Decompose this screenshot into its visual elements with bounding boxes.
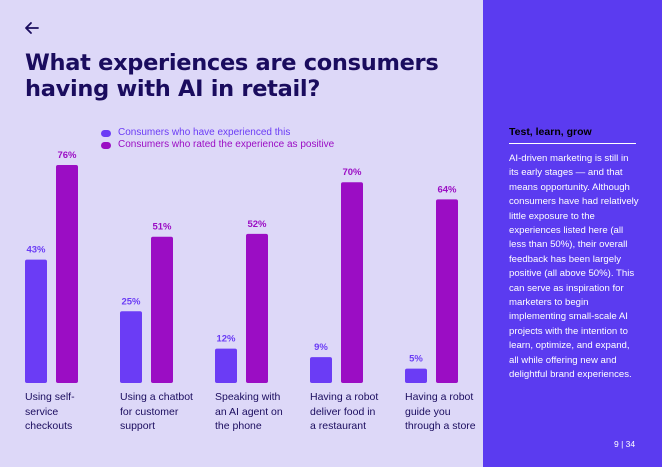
bar-experienced [310, 357, 332, 383]
page-title: What experiences are consumers having wi… [25, 50, 439, 102]
category-label-line: for customer [120, 405, 179, 418]
bar-experienced [120, 311, 142, 383]
sidebar-panel [483, 0, 662, 467]
bar-positive [246, 233, 268, 383]
arrow-left-icon[interactable] [24, 18, 40, 38]
category-label-line: checkouts [25, 420, 73, 432]
category-label: Using a chatbot for customer support [120, 390, 196, 434]
sidebar-heading: Test, learn, grow [509, 126, 636, 144]
category-label-line: Using self- [25, 391, 75, 403]
category-label: Using self-service checkouts [25, 390, 101, 434]
category-label-line: the phone [215, 420, 262, 432]
data-label: 76% [57, 150, 77, 161]
sidebar-body: AI-driven marketing is still in its earl… [509, 153, 639, 381]
category-label-line: Using a chatbot [120, 391, 193, 403]
data-label: 12% [216, 334, 236, 345]
legend-label-experienced: Consumers who have experienced this [118, 127, 291, 138]
bar-positive [151, 236, 173, 383]
category-label-line: deliver food in [310, 405, 376, 418]
legend-swatch-positive [101, 141, 111, 149]
legend-label-positive: Consumers who rated the experience as po… [118, 139, 335, 150]
legend-item-positive: Consumers who rated the experience as po… [101, 139, 334, 151]
category-label-line: Having a robot [405, 391, 474, 403]
bar-experienced [25, 259, 47, 383]
category-label: Having a robot guide you through a store [405, 390, 481, 434]
category-label-line: support [120, 420, 156, 432]
category-label-line: a restaurant [310, 420, 367, 432]
data-label: 70% [342, 167, 362, 178]
bar-experienced [215, 348, 237, 383]
category-label-line: guide you [405, 405, 451, 418]
category-label-line: through a store [405, 420, 476, 432]
chart-legend: Consumers who have experienced this Cons… [101, 127, 334, 151]
category-label: Speaking with an AI agent on the phone [215, 390, 291, 434]
data-label: 43% [26, 245, 46, 256]
legend-item-experienced: Consumers who have experienced this [101, 127, 334, 139]
main-content [0, 0, 483, 467]
legend-swatch-experienced [101, 129, 111, 137]
data-label: 9% [314, 342, 328, 353]
data-label: 64% [437, 184, 457, 195]
category-label-line: Speaking with [215, 391, 281, 403]
bar-positive [436, 199, 458, 383]
category-label-line: an AI agent on [215, 405, 283, 418]
bar-experienced [405, 368, 427, 383]
page-number: 9 | 34 [614, 439, 636, 449]
data-label: 52% [247, 219, 267, 230]
category-label: Having a robot deliver food in a restauran… [310, 390, 386, 434]
data-label: 51% [152, 222, 172, 233]
bar-positive [341, 182, 363, 383]
category-label-line: service [25, 405, 59, 418]
data-label: 25% [121, 296, 141, 307]
bar-positive [56, 165, 78, 383]
data-label: 5% [409, 354, 423, 365]
category-label-line: Having a robot [310, 391, 379, 403]
bar-chart: 43% 76% 25% 51% 12% 52% 9% 70% 5% 64% [25, 150, 458, 383]
